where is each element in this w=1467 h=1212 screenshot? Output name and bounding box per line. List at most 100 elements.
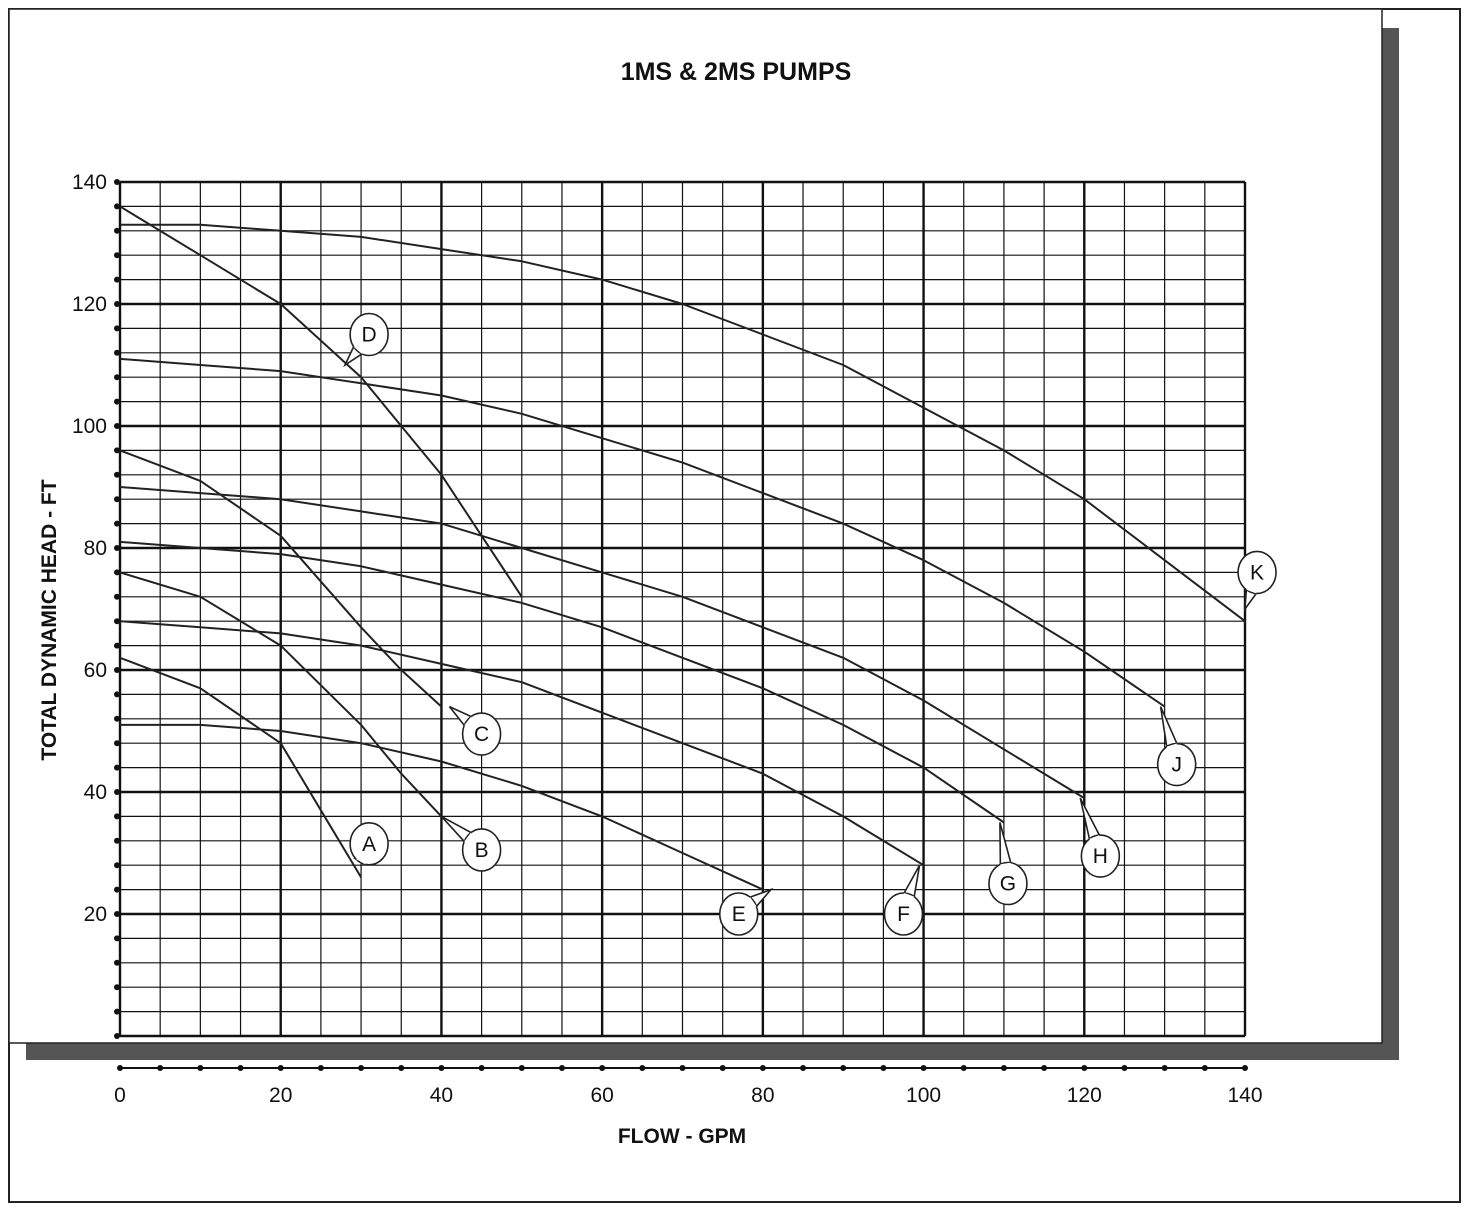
callout-letter: H [1093,845,1108,868]
curve-h [119,486,1085,799]
y-tick-mark [114,276,120,283]
x-tick-mark [759,1065,766,1071]
callout-joint [353,344,366,354]
callout-letter: J [1171,754,1182,777]
y-tick-mark [114,569,120,576]
y-tick-mark [114,911,120,917]
callout-g: G [988,822,1028,906]
curve-g [119,540,1005,824]
x-tick-mark [1041,1065,1048,1071]
x-tick-label: 140 [1227,1084,1262,1107]
x-tick-mark [599,1065,606,1071]
x-tick-label: 0 [114,1084,126,1107]
callout-k: K [1237,550,1277,612]
x-tick-mark [1161,1065,1168,1071]
callout-joint [903,893,915,904]
y-tick-mark [114,984,120,991]
curve-c [119,449,443,708]
callout-f: F [883,864,924,936]
x-axis-title: FLOW - GPM [618,1125,746,1148]
callout-j: J [1156,706,1197,787]
y-tick-mark [114,862,120,869]
y-tick-mark [114,423,120,429]
y-tick-mark [114,301,120,307]
y-tick-mark [114,935,120,942]
x-tick-mark [880,1065,887,1071]
y-tick-mark [114,325,120,332]
x-tick-mark [1201,1065,1208,1071]
callout-bubble [1156,742,1197,787]
y-tick-label: 120 [72,293,107,316]
x-tick-label: 60 [590,1084,613,1107]
curve-a [119,656,362,878]
callout-c: C [448,705,502,756]
y-tick-mark [114,398,120,405]
x-tick-mark [237,1065,244,1071]
x-tick-mark [679,1065,686,1071]
callout-bubble [988,861,1028,906]
curve-j [119,357,1166,708]
x-tick-mark [157,1065,164,1071]
callout-joint [744,897,757,907]
chart-title: 1MS & 2MS PUMPS [621,58,852,86]
y-tick-mark [114,691,120,698]
y-tick-mark [114,374,120,381]
callout-b: B [440,815,502,872]
x-tick-mark [920,1065,927,1071]
x-tick-label: 40 [430,1084,453,1107]
y-tick-mark [114,179,120,185]
y-axis-title: TOTAL DYNAMIC HEAD - FT [38,479,61,760]
callout-joint [1000,862,1011,874]
y-tick-mark [114,959,120,966]
y-tick-label: 60 [84,659,107,682]
y-tick-mark [114,203,120,210]
y-tick-mark [114,252,120,259]
y-tick-mark [114,886,120,893]
x-tick-mark [558,1065,565,1071]
x-tick-label: 20 [269,1084,292,1107]
x-tick-mark [358,1065,365,1071]
callout-bubble [1237,550,1277,595]
y-tick-mark [114,618,120,625]
callout-d: D [343,312,389,368]
callout-bubble [349,822,389,866]
x-tick-mark [800,1065,807,1071]
y-tick-mark [114,740,120,747]
y-tick-mark [114,1008,120,1015]
tick-labels: 0 20 40 60 80 100 120 140 20 40 60 80 100 120 140 [72,171,1263,1107]
x-tick-mark [1081,1065,1088,1071]
callout-bubble [349,312,389,357]
x-tick-mark [1121,1065,1128,1071]
y-tick-label: 80 [84,537,107,560]
x-tick-mark [719,1065,726,1071]
y-tick-mark [114,349,120,356]
callout-joint [464,832,473,846]
y-tick-mark [114,642,120,649]
callout-letter: A [362,833,376,856]
callout-joint [355,854,368,865]
x-tick-mark [197,1065,204,1071]
callout-letter: G [1000,873,1016,896]
callout-bubble [461,828,502,872]
x-tick-label: 120 [1067,1084,1102,1107]
callout-joint [1166,743,1177,756]
y-tick-mark [114,471,120,478]
y-tick-mark [114,813,120,820]
y-tick-mark [114,715,120,722]
x-tick-label: 100 [906,1084,941,1107]
grid [118,180,1247,1038]
y-tick-mark [114,1033,120,1039]
y-tick-label: 40 [84,781,107,804]
curve-e [120,723,764,891]
y-tick-mark [114,764,120,771]
callout-joint [1246,582,1257,594]
x-tick-label: 80 [751,1084,774,1107]
x-tick-mark [117,1065,123,1071]
y-tick-mark [114,520,120,527]
y-tick-label: 100 [72,415,107,438]
x-tick-mark [438,1065,445,1071]
callout-joint [464,716,473,730]
x-tick-mark [478,1065,485,1071]
